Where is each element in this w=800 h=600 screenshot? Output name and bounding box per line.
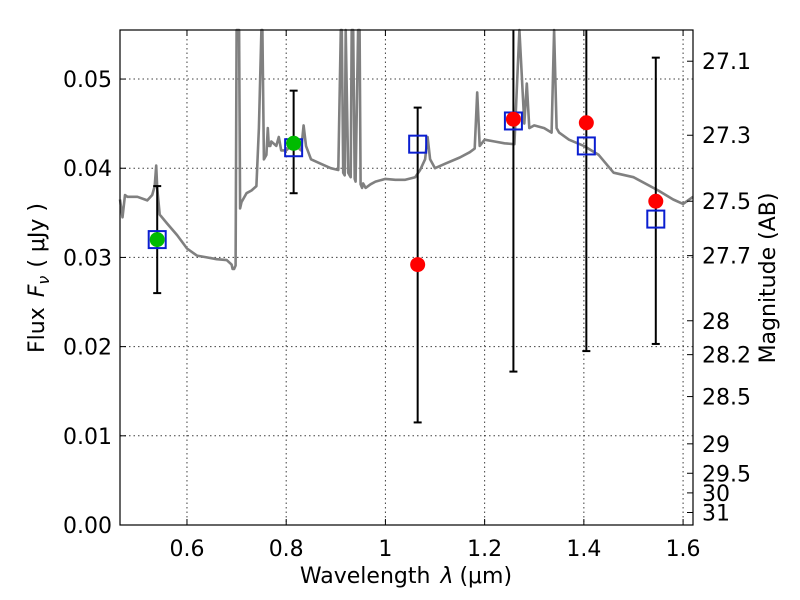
y-axis-title: Flux Fν ( μJy ) xyxy=(25,203,53,353)
low-sn-point xyxy=(648,193,664,209)
y-tick-label: 0.00 xyxy=(63,514,112,539)
y-tick-label: 0.02 xyxy=(63,336,112,361)
y-tick-label: 0.01 xyxy=(63,425,112,450)
low-sn-point xyxy=(410,257,426,273)
model-photometry-square xyxy=(408,134,428,154)
plot-frame xyxy=(119,29,694,526)
y2-tick-label: 27.7 xyxy=(702,245,751,270)
model-photometry-square xyxy=(147,230,167,250)
x-axis-title: Wavelength λ (μm) xyxy=(300,564,512,589)
y2-tick-label: 27.3 xyxy=(702,124,751,149)
y-axis-subscript: ν xyxy=(34,276,53,285)
y2-tick-label: 29 xyxy=(702,433,730,458)
y-tick-label: 0.03 xyxy=(63,246,112,271)
detection-point xyxy=(149,232,165,248)
spectrum-line xyxy=(118,28,694,271)
y2-tick-label: 27.5 xyxy=(702,190,751,215)
detection-point xyxy=(286,135,302,151)
spectrum-layer xyxy=(118,28,694,271)
observed-points-layer xyxy=(149,111,664,273)
low-sn-point xyxy=(578,115,594,131)
y-axis-label: Flux xyxy=(25,307,50,353)
y2-tick-label: 27.1 xyxy=(702,50,751,75)
x-tick-label: 1.2 xyxy=(467,537,502,562)
x-axis-label: Wavelength xyxy=(300,564,431,589)
y2-tick-label: 29.5 xyxy=(702,462,751,487)
y-axis-unit: ( μJy ) xyxy=(25,203,50,268)
y-tick-labels: 0.00 0.01 0.02 0.03 0.04 0.05 xyxy=(63,68,112,539)
y2-tick-label: 28.5 xyxy=(702,386,751,411)
x-tick-label: 0.6 xyxy=(169,537,204,562)
y-axis-symbol: F xyxy=(25,284,50,297)
x-tick-label: 0.8 xyxy=(269,537,304,562)
y2-tick-label: 28 xyxy=(702,310,730,335)
y2-tick-label: 30 xyxy=(702,482,730,507)
model-photometry-square xyxy=(576,136,596,156)
y-tick-label: 0.05 xyxy=(63,68,112,93)
x-tick-label: 1.4 xyxy=(566,537,601,562)
model-photometry-square xyxy=(646,209,666,229)
grid-lines xyxy=(120,30,693,525)
x-axis-symbol: λ xyxy=(439,564,453,589)
y-tick-label: 0.04 xyxy=(63,157,112,182)
model-photometry-layer xyxy=(147,111,666,250)
tick-marks xyxy=(120,30,693,526)
y2-tick-label: 28.2 xyxy=(702,344,751,369)
x-tick-label: 1 xyxy=(378,537,392,562)
x-axis-unit: (μm) xyxy=(459,564,512,589)
low-sn-point xyxy=(505,111,521,127)
y2-axis-title: Magnitude (AB) xyxy=(756,193,781,364)
y2-tick-label: 31 xyxy=(702,502,730,527)
x-tick-label: 1.6 xyxy=(666,537,701,562)
x-tick-labels: 0.6 0.8 1 1.2 1.4 1.6 xyxy=(169,537,700,562)
